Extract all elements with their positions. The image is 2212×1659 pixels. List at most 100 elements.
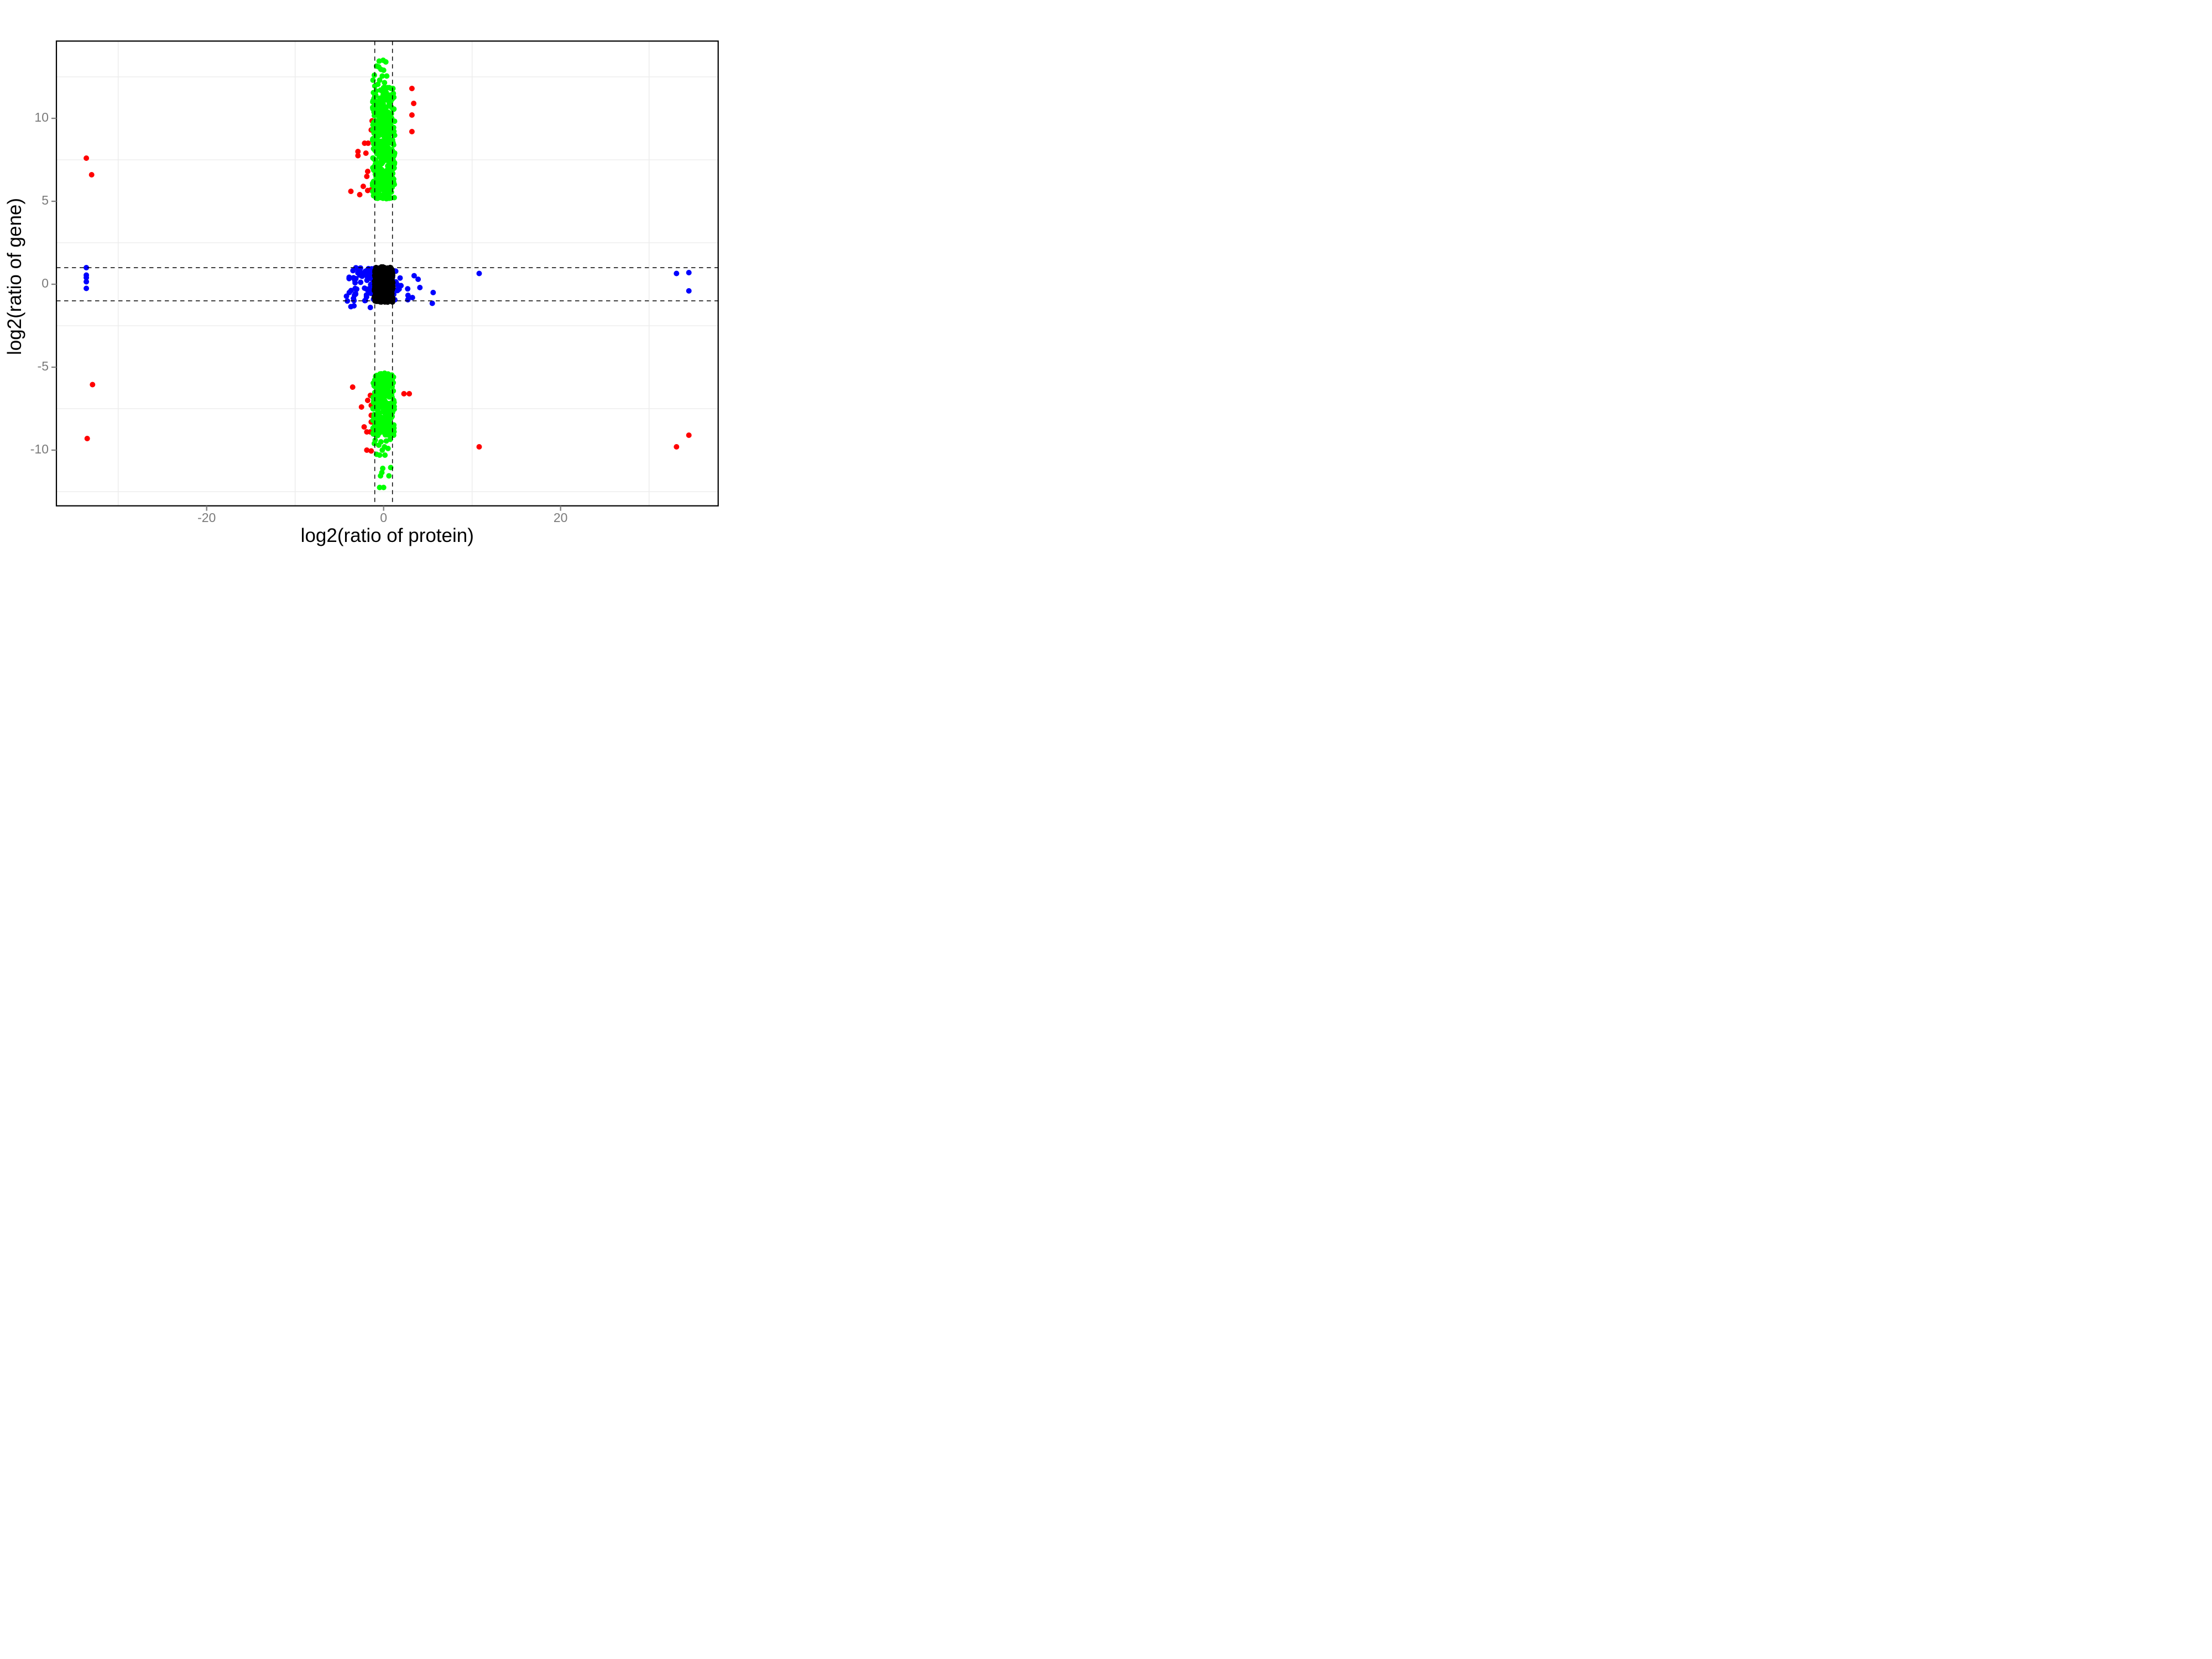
- green-lower-band-point: [385, 429, 391, 435]
- green-upper-band-point: [386, 154, 392, 160]
- black-center-block-point: [380, 282, 386, 288]
- red-outliers-point: [476, 444, 482, 450]
- red-outliers-point: [364, 174, 370, 179]
- y-tick-label-10: 10: [34, 110, 49, 124]
- blue-right-wing-point: [405, 293, 411, 299]
- green-lower-band-point: [390, 432, 397, 438]
- x-tick-label-0: 0: [380, 510, 387, 525]
- blue-left-wing-point: [364, 268, 370, 274]
- green-lower-band-point: [376, 418, 382, 424]
- green-upper-band-point: [371, 145, 377, 152]
- black-center-block-point: [388, 280, 394, 286]
- green-lower-tail-point: [378, 473, 384, 479]
- green-lower-tail-point: [379, 447, 385, 453]
- green-upper-band-point: [373, 195, 379, 201]
- red-outliers-point: [358, 404, 364, 410]
- blue-left-wing-point: [352, 280, 358, 286]
- x-tick-label-20: 20: [554, 510, 568, 525]
- red-outliers-point: [84, 436, 90, 441]
- red-outliers-point: [409, 129, 415, 134]
- red-outliers-point: [409, 112, 415, 118]
- blue-outliers-point: [84, 279, 90, 285]
- blue-outliers-point: [674, 270, 680, 276]
- green-upper-band-point: [372, 113, 377, 119]
- green-upper-band-point: [379, 96, 385, 102]
- green-lower-band-point: [388, 391, 394, 397]
- green-lower-band-point: [385, 371, 391, 377]
- green-lower-band-point: [384, 419, 390, 425]
- green-upper-band-point: [390, 142, 397, 148]
- green-lower-tail-point: [385, 446, 391, 451]
- green-lower-band-point: [374, 413, 380, 419]
- blue-outliers-point: [367, 305, 373, 310]
- blue-outliers-point: [430, 290, 436, 295]
- blue-outliers-point: [417, 285, 423, 290]
- red-outliers-point: [363, 150, 369, 156]
- green-upper-band-point: [377, 116, 383, 122]
- x-axis-title: log2(ratio of protein): [301, 525, 474, 546]
- green-upper-band-point: [384, 139, 390, 145]
- blue-outliers-point: [686, 270, 692, 275]
- green-upper-band-point: [385, 195, 392, 201]
- green-upper-tail-point: [379, 73, 385, 79]
- blue-outliers-point: [84, 285, 90, 291]
- y-axis-title: log2(ratio of gene): [4, 198, 25, 355]
- green-upper-band-point: [379, 179, 385, 185]
- blue-right-wing-point: [409, 295, 415, 301]
- red-outliers-point: [90, 382, 96, 388]
- black-center-block-point: [375, 289, 381, 295]
- y-tick-label-0: 0: [41, 276, 49, 290]
- green-upper-band-point: [376, 121, 382, 127]
- green-lower-band-point: [383, 390, 389, 396]
- blue-outliers-point: [429, 300, 435, 306]
- red-outliers-point: [361, 424, 367, 430]
- green-upper-band-point: [373, 101, 379, 106]
- green-upper-band-point: [389, 137, 395, 143]
- red-outliers-point: [368, 448, 374, 454]
- blue-left-wing-point: [357, 269, 363, 275]
- green-lower-band-point: [384, 414, 390, 420]
- green-lower-tail-point: [371, 441, 377, 446]
- red-outliers-point: [364, 169, 371, 174]
- green-lower-tail-point: [382, 452, 388, 458]
- black-center-block-point: [382, 278, 388, 283]
- green-lower-tail-point: [377, 452, 383, 458]
- blue-left-wing-point: [351, 275, 357, 281]
- blue-outliers-point: [415, 276, 421, 282]
- red-outliers-point: [364, 398, 371, 403]
- x-tick-label-neg20: -20: [197, 510, 216, 525]
- green-upper-tail-point: [390, 86, 396, 91]
- green-upper-band-point: [374, 172, 380, 178]
- black-points-layer: [372, 264, 396, 305]
- green-upper-tail-point: [380, 67, 387, 73]
- green-lower-tail-point: [380, 466, 386, 471]
- blue-left-wing-point: [345, 298, 351, 304]
- blue-right-wing-point: [411, 273, 417, 279]
- green-lower-tail-point: [377, 484, 383, 491]
- green-upper-band-point: [372, 106, 378, 112]
- y-tick-label-5: 5: [41, 193, 49, 207]
- red-outliers-point: [411, 101, 417, 106]
- red-outliers-point: [349, 384, 356, 390]
- red-outliers-point: [674, 444, 680, 450]
- blue-right-wing-point: [405, 286, 411, 292]
- red-outliers-point: [401, 391, 407, 397]
- y-tick-label-neg10: -10: [30, 442, 49, 456]
- green-lower-band-point: [379, 394, 385, 400]
- blue-right-wing-point: [397, 275, 403, 281]
- green-lower-tail-point: [375, 442, 382, 448]
- red-outliers-point: [365, 140, 371, 146]
- green-upper-tail-point: [371, 72, 377, 78]
- green-upper-band-point: [384, 186, 390, 192]
- green-upper-band-point: [388, 189, 394, 195]
- y-tick-label-neg5: -5: [38, 359, 49, 373]
- green-upper-tail-point: [372, 83, 378, 89]
- black-center-block-point: [389, 290, 395, 296]
- green-upper-band-point: [371, 164, 377, 170]
- green-points-layer: [369, 58, 398, 491]
- blue-outliers-point: [84, 265, 90, 270]
- green-lower-band-point: [372, 423, 378, 429]
- green-upper-tail-point: [376, 58, 382, 64]
- red-outliers-point: [88, 172, 95, 178]
- green-upper-tail-point: [382, 80, 388, 86]
